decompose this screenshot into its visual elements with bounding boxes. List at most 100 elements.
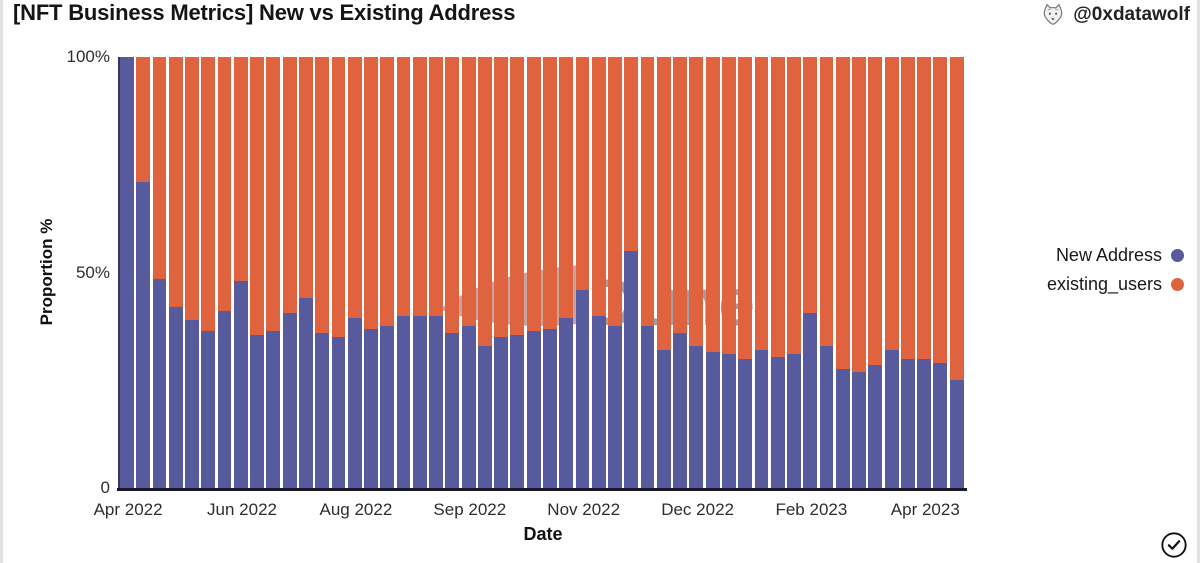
bar-segment-new-address[interactable] xyxy=(770,356,785,488)
bar-segment-new-address[interactable] xyxy=(120,57,134,488)
stacked-bar[interactable] xyxy=(120,57,134,488)
bar-segment-existing-users[interactable] xyxy=(575,57,590,290)
stacked-bar[interactable] xyxy=(412,57,427,488)
bar-segment-existing-users[interactable] xyxy=(510,57,525,335)
bar-segment-new-address[interactable] xyxy=(136,181,151,488)
bar-segment-new-address[interactable] xyxy=(852,371,866,488)
stacked-bar[interactable] xyxy=(770,57,785,488)
stacked-bar[interactable] xyxy=(803,57,818,488)
bar-segment-new-address[interactable] xyxy=(673,332,687,488)
bar-segment-new-address[interactable] xyxy=(949,380,964,488)
bar-segment-existing-users[interactable] xyxy=(624,57,639,251)
stacked-bar[interactable] xyxy=(364,57,378,488)
stacked-bar[interactable] xyxy=(217,57,232,488)
bar-segment-new-address[interactable] xyxy=(201,330,216,488)
bar-segment-new-address[interactable] xyxy=(412,315,427,488)
bar-segment-new-address[interactable] xyxy=(917,358,932,488)
author-handle[interactable]: @0xdatawolf xyxy=(1073,4,1190,25)
bar-segment-new-address[interactable] xyxy=(526,330,541,488)
stacked-bar[interactable] xyxy=(461,57,476,488)
bar-segment-new-address[interactable] xyxy=(364,328,378,488)
bar-segment-new-address[interactable] xyxy=(575,289,590,488)
bar-segment-new-address[interactable] xyxy=(721,354,736,488)
stacked-bar[interactable] xyxy=(152,57,167,488)
bar-segment-existing-users[interactable] xyxy=(689,57,704,346)
bar-segment-existing-users[interactable] xyxy=(347,57,362,318)
bar-segment-new-address[interactable] xyxy=(168,306,183,488)
bar-segment-existing-users[interactable] xyxy=(640,57,655,327)
stacked-bar[interactable] xyxy=(591,57,606,488)
bar-segment-existing-users[interactable] xyxy=(282,57,297,314)
stacked-bar[interactable] xyxy=(787,57,801,488)
author-attribution[interactable]: @0xdatawolf xyxy=(1040,2,1190,28)
stacked-bar[interactable] xyxy=(298,57,313,488)
bar-segment-existing-users[interactable] xyxy=(787,57,801,355)
stacked-bar[interactable] xyxy=(543,57,557,488)
bar-segment-new-address[interactable] xyxy=(429,315,443,488)
bar-segment-existing-users[interactable] xyxy=(917,57,932,359)
bar-segment-new-address[interactable] xyxy=(803,313,818,488)
bar-segment-new-address[interactable] xyxy=(250,334,264,488)
bar-segment-new-address[interactable] xyxy=(819,345,834,488)
bar-segment-existing-users[interactable] xyxy=(201,57,216,331)
bar-segment-existing-users[interactable] xyxy=(168,57,183,307)
stacked-bar[interactable] xyxy=(510,57,525,488)
bar-segment-existing-users[interactable] xyxy=(900,57,915,359)
bar-segment-existing-users[interactable] xyxy=(721,57,736,355)
bar-segment-new-address[interactable] xyxy=(233,281,248,488)
bar-segment-new-address[interactable] xyxy=(445,332,460,488)
stacked-bar[interactable] xyxy=(201,57,216,488)
stacked-bar[interactable] xyxy=(656,57,671,488)
stacked-bar[interactable] xyxy=(640,57,655,488)
bar-segment-new-address[interactable] xyxy=(282,313,297,488)
bar-segment-new-address[interactable] xyxy=(787,354,801,488)
legend-item-new-address[interactable]: New Address xyxy=(1056,245,1184,266)
bar-segment-existing-users[interactable] xyxy=(152,57,167,279)
bar-segment-new-address[interactable] xyxy=(185,319,199,488)
bar-segment-new-address[interactable] xyxy=(347,317,362,488)
stacked-bar[interactable] xyxy=(608,57,622,488)
stacked-bar[interactable] xyxy=(185,57,199,488)
stacked-bar[interactable] xyxy=(315,57,330,488)
bar-segment-existing-users[interactable] xyxy=(461,57,476,327)
bar-segment-new-address[interactable] xyxy=(396,315,411,488)
bar-segment-existing-users[interactable] xyxy=(608,57,622,327)
bar-segment-new-address[interactable] xyxy=(543,328,557,488)
bar-segment-new-address[interactable] xyxy=(754,350,769,488)
stacked-bar[interactable] xyxy=(331,57,346,488)
bar-segment-existing-users[interactable] xyxy=(852,57,866,372)
stacked-bar[interactable] xyxy=(933,57,948,488)
stacked-bar[interactable] xyxy=(721,57,736,488)
bar-segment-existing-users[interactable] xyxy=(429,57,443,316)
bar-segment-new-address[interactable] xyxy=(331,337,346,488)
stacked-bar[interactable] xyxy=(868,57,883,488)
stacked-bar[interactable] xyxy=(477,57,492,488)
stacked-bar[interactable] xyxy=(136,57,151,488)
bar-segment-new-address[interactable] xyxy=(461,326,476,488)
stacked-bar[interactable] xyxy=(526,57,541,488)
bar-segment-existing-users[interactable] xyxy=(477,57,492,346)
bar-segment-existing-users[interactable] xyxy=(949,57,964,381)
stacked-bar[interactable] xyxy=(705,57,720,488)
bar-segment-existing-users[interactable] xyxy=(233,57,248,282)
stacked-bar[interactable] xyxy=(852,57,866,488)
bar-segment-existing-users[interactable] xyxy=(543,57,557,329)
stacked-bar[interactable] xyxy=(624,57,639,488)
bar-segment-new-address[interactable] xyxy=(266,330,281,488)
bar-segment-new-address[interactable] xyxy=(591,315,606,488)
bar-segment-new-address[interactable] xyxy=(559,317,574,488)
bar-segment-new-address[interactable] xyxy=(656,350,671,488)
bar-segment-existing-users[interactable] xyxy=(738,57,753,359)
bar-segment-new-address[interactable] xyxy=(900,358,915,488)
bar-segment-existing-users[interactable] xyxy=(591,57,606,316)
stacked-bar[interactable] xyxy=(575,57,590,488)
bar-segment-existing-users[interactable] xyxy=(705,57,720,353)
bar-segment-existing-users[interactable] xyxy=(412,57,427,316)
stacked-bar[interactable] xyxy=(396,57,411,488)
stacked-bar[interactable] xyxy=(559,57,574,488)
bar-segment-new-address[interactable] xyxy=(933,363,948,488)
bar-segment-new-address[interactable] xyxy=(868,365,883,488)
stacked-bar[interactable] xyxy=(835,57,850,488)
bar-segment-new-address[interactable] xyxy=(494,337,509,488)
bar-segment-existing-users[interactable] xyxy=(266,57,281,331)
